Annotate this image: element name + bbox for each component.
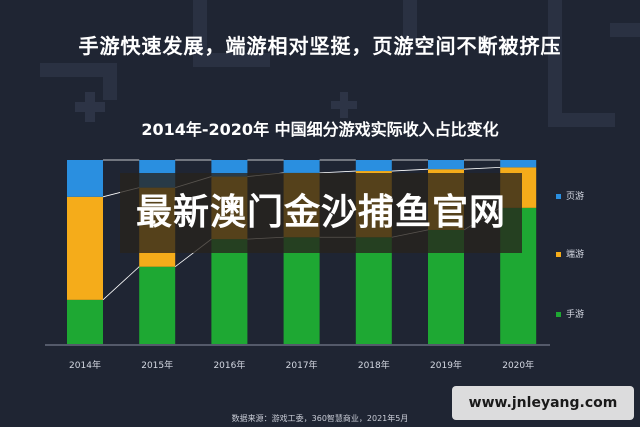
- bar-页游-2019年: [428, 160, 464, 170]
- connector-line: [319, 170, 356, 174]
- bar-手游-2018年: [355, 237, 392, 344]
- x-tick-label: 2018年: [358, 359, 390, 371]
- x-tick-label: 2016年: [213, 359, 245, 371]
- overlay-banner: 最新澳门金沙捕鱼官网: [120, 173, 522, 253]
- legend-label-页游: 页游: [566, 190, 584, 202]
- headline: 手游快速发展，端游相对坚挺，页游空间不断被挤压: [78, 34, 562, 58]
- chart-title: 2014年-2020年 中国细分游戏实际收入占比变化: [141, 120, 499, 139]
- bar-页游-2016年: [211, 160, 248, 177]
- x-tick-label: 2014年: [69, 359, 101, 371]
- source-note: 数据来源：游戏工委，360智慧商业，2021年5月: [231, 414, 409, 423]
- x-tick-label: 2019年: [430, 359, 462, 371]
- bar-页游-2018年: [355, 160, 392, 172]
- bar-端游-2014年: [67, 196, 103, 300]
- x-tick-label: 2020年: [502, 359, 534, 371]
- legend-label-手游: 手游: [566, 308, 584, 320]
- connector-line: [391, 168, 429, 172]
- bar-页游-2020年: [500, 160, 537, 168]
- legend-swatch-页游: [556, 194, 561, 199]
- bar-手游-2015年: [139, 266, 176, 344]
- legend-swatch-端游: [556, 252, 561, 257]
- x-tick-label: 2015年: [141, 359, 173, 371]
- watermark: www.jnleyang.com: [452, 386, 634, 420]
- bar-页游-2014年: [67, 160, 103, 197]
- bar-手游-2017年: [283, 237, 320, 344]
- connector-line: [102, 266, 140, 301]
- x-tick-label: 2017年: [286, 359, 318, 371]
- bar-页游-2017年: [283, 160, 320, 173]
- bar-手游-2016年: [211, 239, 248, 344]
- bar-手游-2014年: [67, 299, 103, 344]
- legend-swatch-手游: [556, 312, 561, 317]
- connector-line: [463, 166, 501, 170]
- legend-label-端游: 端游: [566, 248, 584, 260]
